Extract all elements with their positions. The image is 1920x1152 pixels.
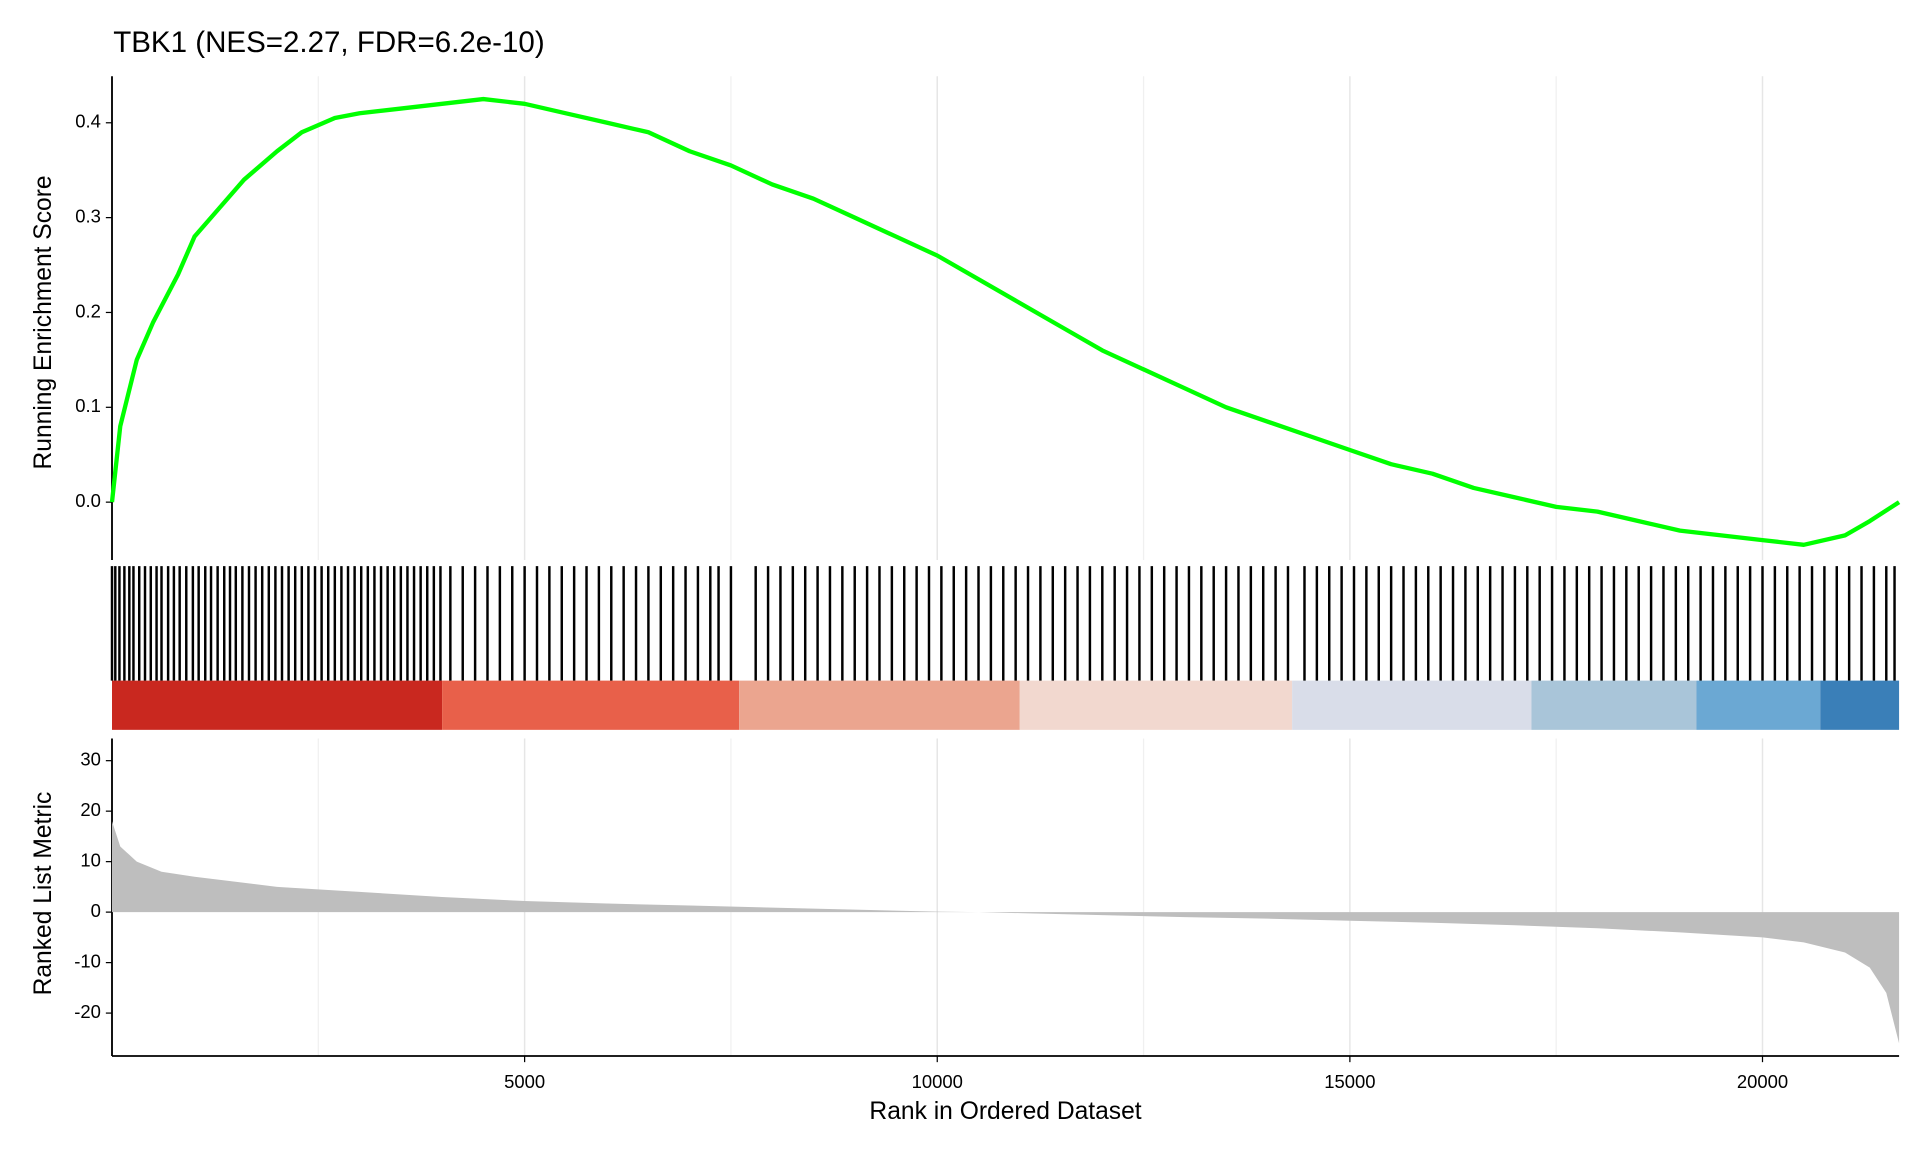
rank-band [1019,680,1293,730]
rank-band [739,680,1020,730]
y-tick-label: 20 [80,799,101,820]
x-tick-label: 15000 [1324,1071,1375,1092]
rank-band [1531,680,1697,730]
x-tick-label: 20000 [1737,1071,1788,1092]
rank-band [442,680,740,730]
es-line [109,96,1901,547]
rank-band [112,680,443,730]
y-axis-title: Ranked List Metric [30,792,57,996]
rank-band [1696,680,1821,730]
y-tick-label: 0.3 [75,205,101,226]
rank-band [1820,680,1900,730]
y-tick-label: 0.1 [75,395,101,416]
x-axis-title: Rank in Ordered Dataset [869,1098,1141,1125]
x-tick-label: 5000 [504,1071,545,1092]
y-tick-label: 10 [80,850,101,871]
y-tick-label: 0.4 [75,111,101,132]
rank-band [1292,680,1532,730]
y-axis-title: Running Enrichment Score [30,175,57,469]
x-tick-label: 10000 [912,1071,963,1092]
y-tick-label: 0.0 [75,490,101,511]
y-tick-label: -10 [74,950,101,971]
y-tick-label: 0.2 [75,300,101,321]
y-tick-label: -20 [74,1001,101,1022]
y-tick-label: 0 [91,900,101,921]
y-tick-label: 30 [80,749,101,770]
chart-title: TBK1 (NES=2.27, FDR=6.2e-10) [113,26,544,59]
